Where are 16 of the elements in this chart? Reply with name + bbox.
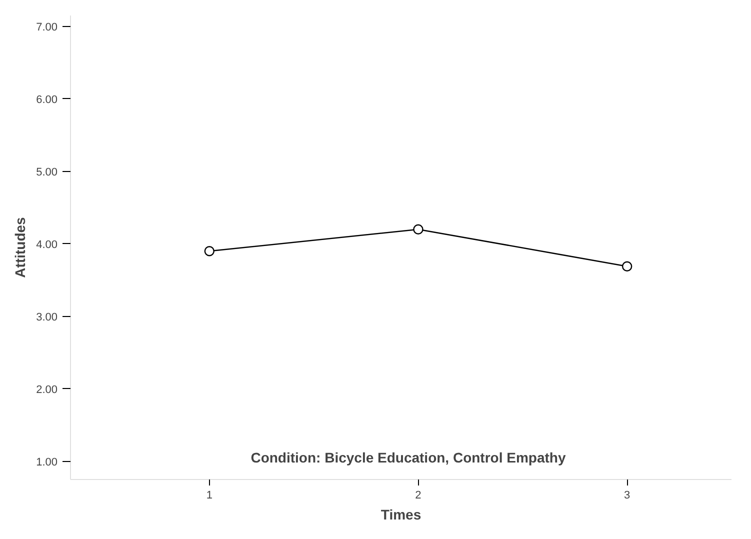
y-tick-label: 4.00: [36, 238, 58, 251]
annotation: Condition: Bicycle Education, Control Empathy: [250, 450, 566, 466]
y-tick-label: 7.00: [36, 21, 58, 34]
y-tick-label: 5.00: [36, 166, 58, 178]
x-axis-title: Times: [380, 506, 422, 522]
x-tick-label: 2: [415, 490, 422, 502]
x-tick-label: 3: [624, 490, 630, 502]
y-tick-label: 2.00: [36, 384, 58, 396]
point: [622, 261, 632, 272]
point: [204, 246, 214, 256]
y-tick-label: 6.00: [36, 94, 58, 106]
y-axis-title: Attitudes: [12, 216, 28, 278]
point: [413, 224, 424, 234]
x-tick-label: 1: [206, 490, 212, 502]
y-tick-label: 1.00: [36, 456, 58, 468]
y-tick-label: 3.00: [36, 311, 58, 324]
